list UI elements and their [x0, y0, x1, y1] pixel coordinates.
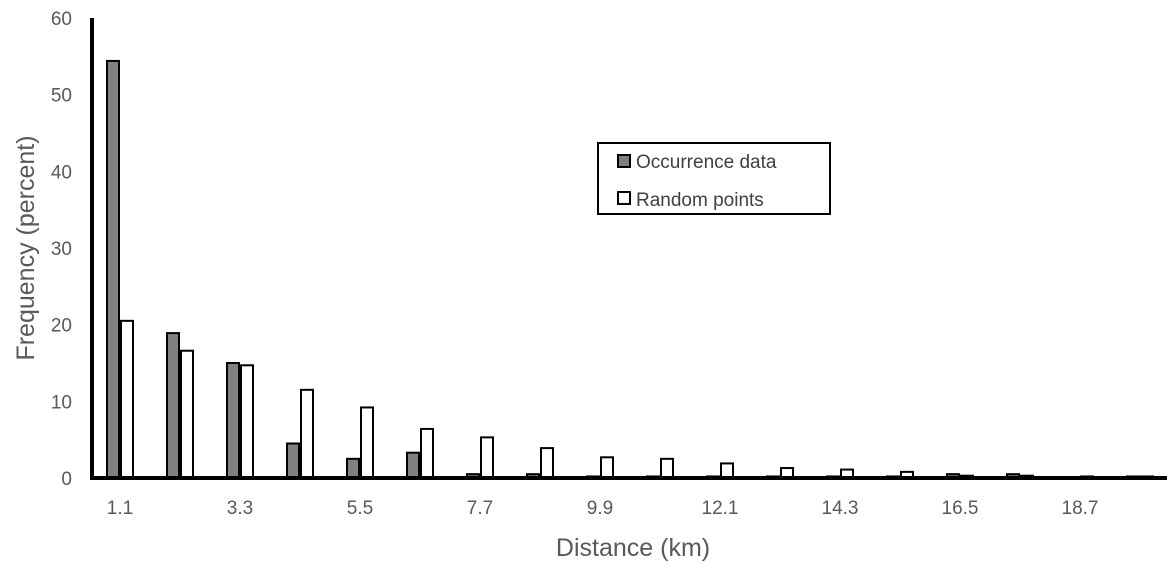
bars-group [106, 59, 1154, 480]
x-tick-label: 18.7 [1062, 498, 1099, 519]
bar-occurrence-6.6 [406, 451, 420, 480]
bar-random-2.2 [180, 349, 194, 480]
y-tick-label: 30 [51, 239, 72, 260]
bar-random-1.1 [120, 319, 134, 480]
x-tick-label: 5.5 [347, 498, 373, 519]
bar-random-3.3 [240, 364, 254, 479]
legend-swatch-occurrence [617, 154, 631, 168]
y-tick-labels: 0 10 20 30 40 50 60 [51, 9, 72, 490]
y-tick-label: 0 [61, 469, 72, 490]
bar-random-9.9 [600, 456, 614, 479]
bar-random-6.6 [420, 427, 434, 479]
x-axis-title: Distance (km) [556, 534, 710, 562]
bar-occurrence-2.2 [166, 332, 180, 479]
y-tick-label: 60 [51, 9, 72, 30]
bar-occurrence-5.5 [346, 457, 360, 480]
x-tick-label: 1.1 [107, 498, 133, 519]
y-tick-label: 10 [51, 392, 72, 413]
legend-box [597, 142, 831, 215]
bar-random-11 [660, 457, 674, 480]
legend-label-random: Random points [636, 190, 764, 211]
x-tick-label: 16.5 [942, 498, 979, 519]
x-tick-label: 7.7 [467, 498, 493, 519]
bar-random-4.4 [300, 388, 314, 480]
bar-occurrence-3.3 [226, 362, 240, 479]
y-tick-label: 40 [51, 162, 72, 183]
bar-random-8.8 [540, 447, 554, 480]
y-tick-label: 20 [51, 316, 72, 337]
legend-swatch-random [617, 191, 631, 205]
bar-random-5.5 [360, 406, 374, 480]
bar-random-12.1 [720, 462, 734, 479]
x-tick-labels: 1.1 3.3 5.5 7.7 9.9 12.1 14.3 16.5 18.7 [107, 498, 1099, 519]
bar-occurrence-1.1 [106, 59, 120, 480]
bar-occurrence-4.4 [286, 442, 300, 479]
x-tick-label: 12.1 [702, 498, 739, 519]
x-tick-label: 14.3 [822, 498, 859, 519]
legend-label-occurrence: Occurrence data [636, 152, 777, 173]
bar-random-7.7 [480, 436, 494, 480]
y-tick-label: 50 [51, 86, 72, 107]
legend: Occurrence data Random points [597, 142, 831, 215]
y-axis-title: Frequency (percent) [12, 135, 40, 360]
x-tick-label: 3.3 [227, 498, 253, 519]
x-tick-label: 9.9 [587, 498, 613, 519]
